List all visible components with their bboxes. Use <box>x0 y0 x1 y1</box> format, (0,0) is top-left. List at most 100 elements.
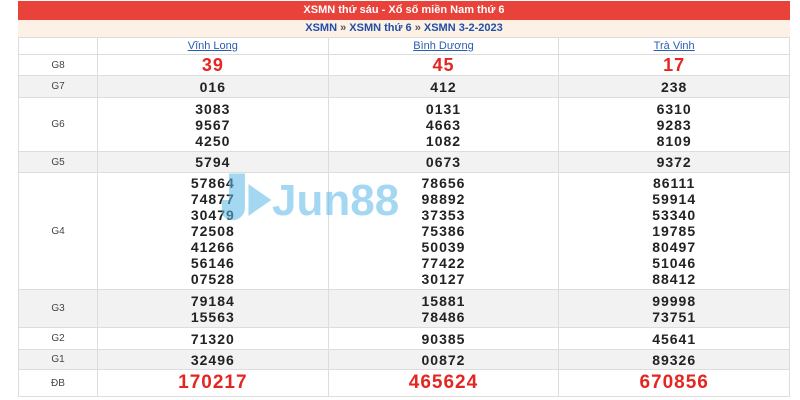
prize-label: G2 <box>18 327 98 350</box>
prize-row-g4: G4 57864 74877 30479 72508 41266 56146 07528 786… <box>18 172 790 290</box>
prize-label: G6 <box>18 97 98 152</box>
prize-cell: 90385 <box>327 327 560 350</box>
breadcrumb-separator: » <box>414 22 421 34</box>
prize-number: 79184 <box>190 292 235 309</box>
prize-number: 465624 <box>408 372 479 393</box>
prize-number: 170217 <box>178 372 248 393</box>
results-table: Vĩnh Long Bình Dương Trà Vinh G8 39 45 17 G7… <box>18 37 790 397</box>
prize-number: 15881 <box>421 292 466 309</box>
prize-number: 50039 <box>421 239 466 255</box>
province-header: Vĩnh Long <box>97 37 329 55</box>
prize-number: 30479 <box>190 207 235 223</box>
label-header <box>18 37 98 55</box>
province-header: Bình Dương <box>327 37 560 55</box>
prize-number: 4250 <box>195 132 231 149</box>
breadcrumb-xsmn[interactable]: XSMN <box>305 22 338 34</box>
prize-row-g5: G5 5794 0673 9372 <box>18 151 790 173</box>
prize-number: 07528 <box>190 271 235 287</box>
prize-cell: 17 <box>558 54 790 76</box>
breadcrumb-separator: » <box>340 22 347 34</box>
prize-cell: 71320 <box>97 327 329 350</box>
prize-number: 80497 <box>652 239 697 255</box>
results-panel: XSMN thứ sáu - Xổ số miền Nam thứ 6 XSMN… <box>18 1 790 397</box>
prize-cell: 412 <box>327 75 560 98</box>
prize-label: ĐB <box>18 369 98 397</box>
prize-cell: 57864 74877 30479 72508 41266 56146 07528 <box>97 172 329 290</box>
prize-number: 238 <box>660 78 688 95</box>
prize-row-g2: G2 71320 90385 45641 <box>18 327 790 350</box>
prize-cell: 170217 <box>97 369 329 397</box>
prize-row-g1: G1 32496 00872 89326 <box>18 349 790 370</box>
prize-number: 45641 <box>652 330 697 347</box>
prize-number: 0131 <box>425 100 462 117</box>
prize-number: 1082 <box>425 132 462 149</box>
prize-number: 88412 <box>652 271 697 287</box>
prize-number: 9283 <box>656 116 692 133</box>
prize-number: 17 <box>663 55 686 75</box>
prize-cell: 0131 4663 1082 <box>327 97 560 152</box>
prize-row-g8: G8 39 45 17 <box>18 54 790 76</box>
prize-number: 30127 <box>421 271 466 287</box>
prize-cell: 45 <box>327 54 560 76</box>
prize-number: 75386 <box>421 223 466 239</box>
prize-number: 90385 <box>421 330 466 347</box>
prize-number: 670856 <box>639 372 709 393</box>
prize-cell: 0673 <box>327 151 560 173</box>
province-vinh-long[interactable]: Vĩnh Long <box>187 40 238 52</box>
prize-cell: 238 <box>558 75 790 98</box>
prize-number: 15563 <box>190 308 235 325</box>
prize-label: G5 <box>18 151 98 173</box>
breadcrumb: XSMN » XSMN thứ 6 » XSMN 3-2-2023 <box>18 20 790 37</box>
prize-cell: 99998 73751 <box>558 289 790 328</box>
prize-number: 00872 <box>421 351 466 368</box>
prize-number: 37353 <box>421 207 466 223</box>
prize-row-g6: G6 3083 9567 4250 0131 4663 1082 6310 9283 8109 <box>18 97 790 152</box>
prize-number: 89326 <box>652 351 697 368</box>
prize-number: 78656 <box>421 175 466 191</box>
prize-number: 74877 <box>190 191 235 207</box>
prize-number: 71320 <box>190 330 235 347</box>
page-title: XSMN thứ sáu - Xổ số miền Nam thứ 6 <box>18 1 790 20</box>
prize-cell: 39 <box>97 54 329 76</box>
prize-label: G8 <box>18 54 98 76</box>
province-binh-duong[interactable]: Bình Dương <box>413 40 474 52</box>
prize-number: 98892 <box>421 191 466 207</box>
prize-number: 73751 <box>652 308 697 325</box>
prize-number: 56146 <box>190 255 235 271</box>
prize-number: 016 <box>199 78 226 95</box>
prize-label: G1 <box>18 349 98 370</box>
prize-number: 57864 <box>190 175 235 191</box>
prize-number: 3083 <box>195 100 231 117</box>
prize-cell: 78656 98892 37353 75386 50039 77422 30127 <box>327 172 560 290</box>
prize-number: 72508 <box>190 223 235 239</box>
prize-number: 45 <box>432 55 455 75</box>
prize-cell: 6310 9283 8109 <box>558 97 790 152</box>
prize-cell: 00872 <box>327 349 560 370</box>
prize-cell: 32496 <box>97 349 329 370</box>
prize-number: 0673 <box>425 154 462 170</box>
prize-number: 9567 <box>195 116 231 133</box>
prize-cell: 3083 9567 4250 <box>97 97 329 152</box>
prize-cell: 89326 <box>558 349 790 370</box>
prize-number: 78486 <box>421 308 466 325</box>
prize-number: 9372 <box>656 154 692 170</box>
province-tra-vinh[interactable]: Trà Vinh <box>653 40 695 52</box>
prize-number: 412 <box>430 78 457 95</box>
prize-cell: 86111 59914 53340 19785 80497 51046 88412 <box>558 172 790 290</box>
prize-cell: 016 <box>97 75 329 98</box>
prize-cell: 465624 <box>327 369 560 397</box>
prize-row-g7: G7 016 412 238 <box>18 75 790 98</box>
prize-cell: 5794 <box>97 151 329 173</box>
breadcrumb-date[interactable]: XSMN 3-2-2023 <box>423 22 503 34</box>
prize-row-g3: G3 79184 15563 15881 78486 99998 73751 <box>18 289 790 328</box>
prize-number: 59914 <box>652 191 697 207</box>
prize-number: 4663 <box>425 116 462 133</box>
prize-label: G7 <box>18 75 98 98</box>
prize-number: 19785 <box>652 223 697 239</box>
prize-row-đb: ĐB 170217 465624 670856 <box>18 369 790 397</box>
breadcrumb-xsmn-thu-6[interactable]: XSMN thứ 6 <box>349 22 412 34</box>
prize-number: 41266 <box>190 239 235 255</box>
prize-number: 99998 <box>652 292 697 309</box>
prize-cell: 15881 78486 <box>327 289 560 328</box>
prize-number: 51046 <box>652 255 697 271</box>
